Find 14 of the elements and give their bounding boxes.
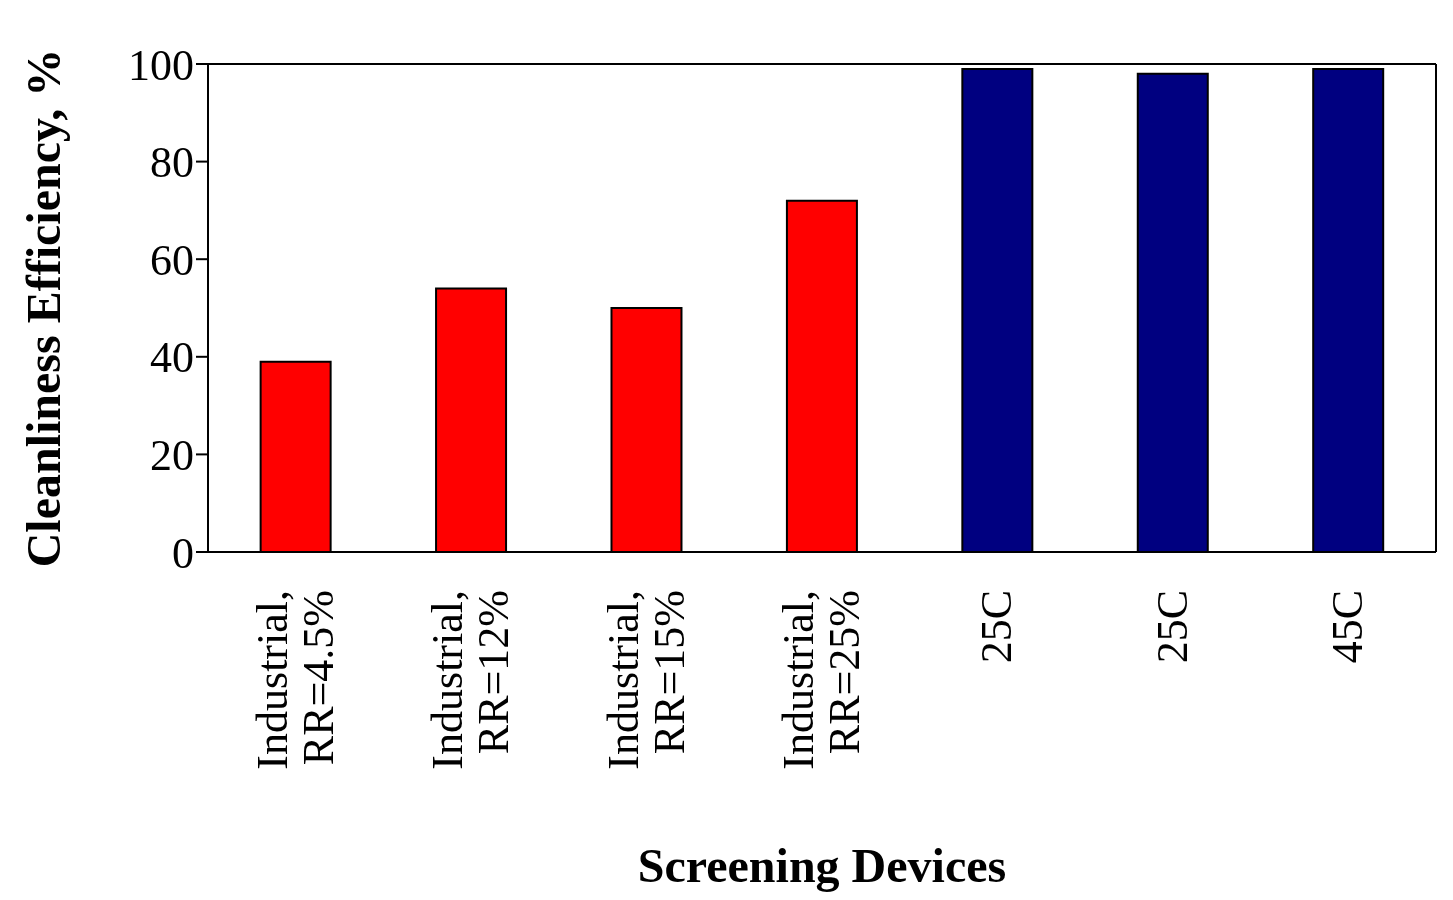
x-tick-label: 25C: [1147, 590, 1197, 664]
y-tick-label: 40: [150, 333, 194, 383]
y-axis-title: Cleanliness Efficiency, %: [17, 48, 71, 568]
x-tick-label: 45C: [1323, 590, 1373, 664]
y-tick-label: 0: [172, 528, 194, 578]
x-tick-label: Industrial, RR=25%: [774, 590, 869, 770]
x-tick-label: 25C: [972, 590, 1022, 664]
x-tick-label: Industrial, RR=12%: [423, 590, 519, 770]
y-tick-label: 60: [150, 235, 194, 285]
x-tick-label: Industrial, RR=15%: [598, 590, 694, 770]
y-tick-label: 20: [150, 431, 194, 481]
y-tick-label: 80: [150, 138, 194, 188]
x-tick-label: Industrial, RR=4.5%: [247, 590, 343, 770]
y-tick-label: 100: [128, 40, 194, 90]
